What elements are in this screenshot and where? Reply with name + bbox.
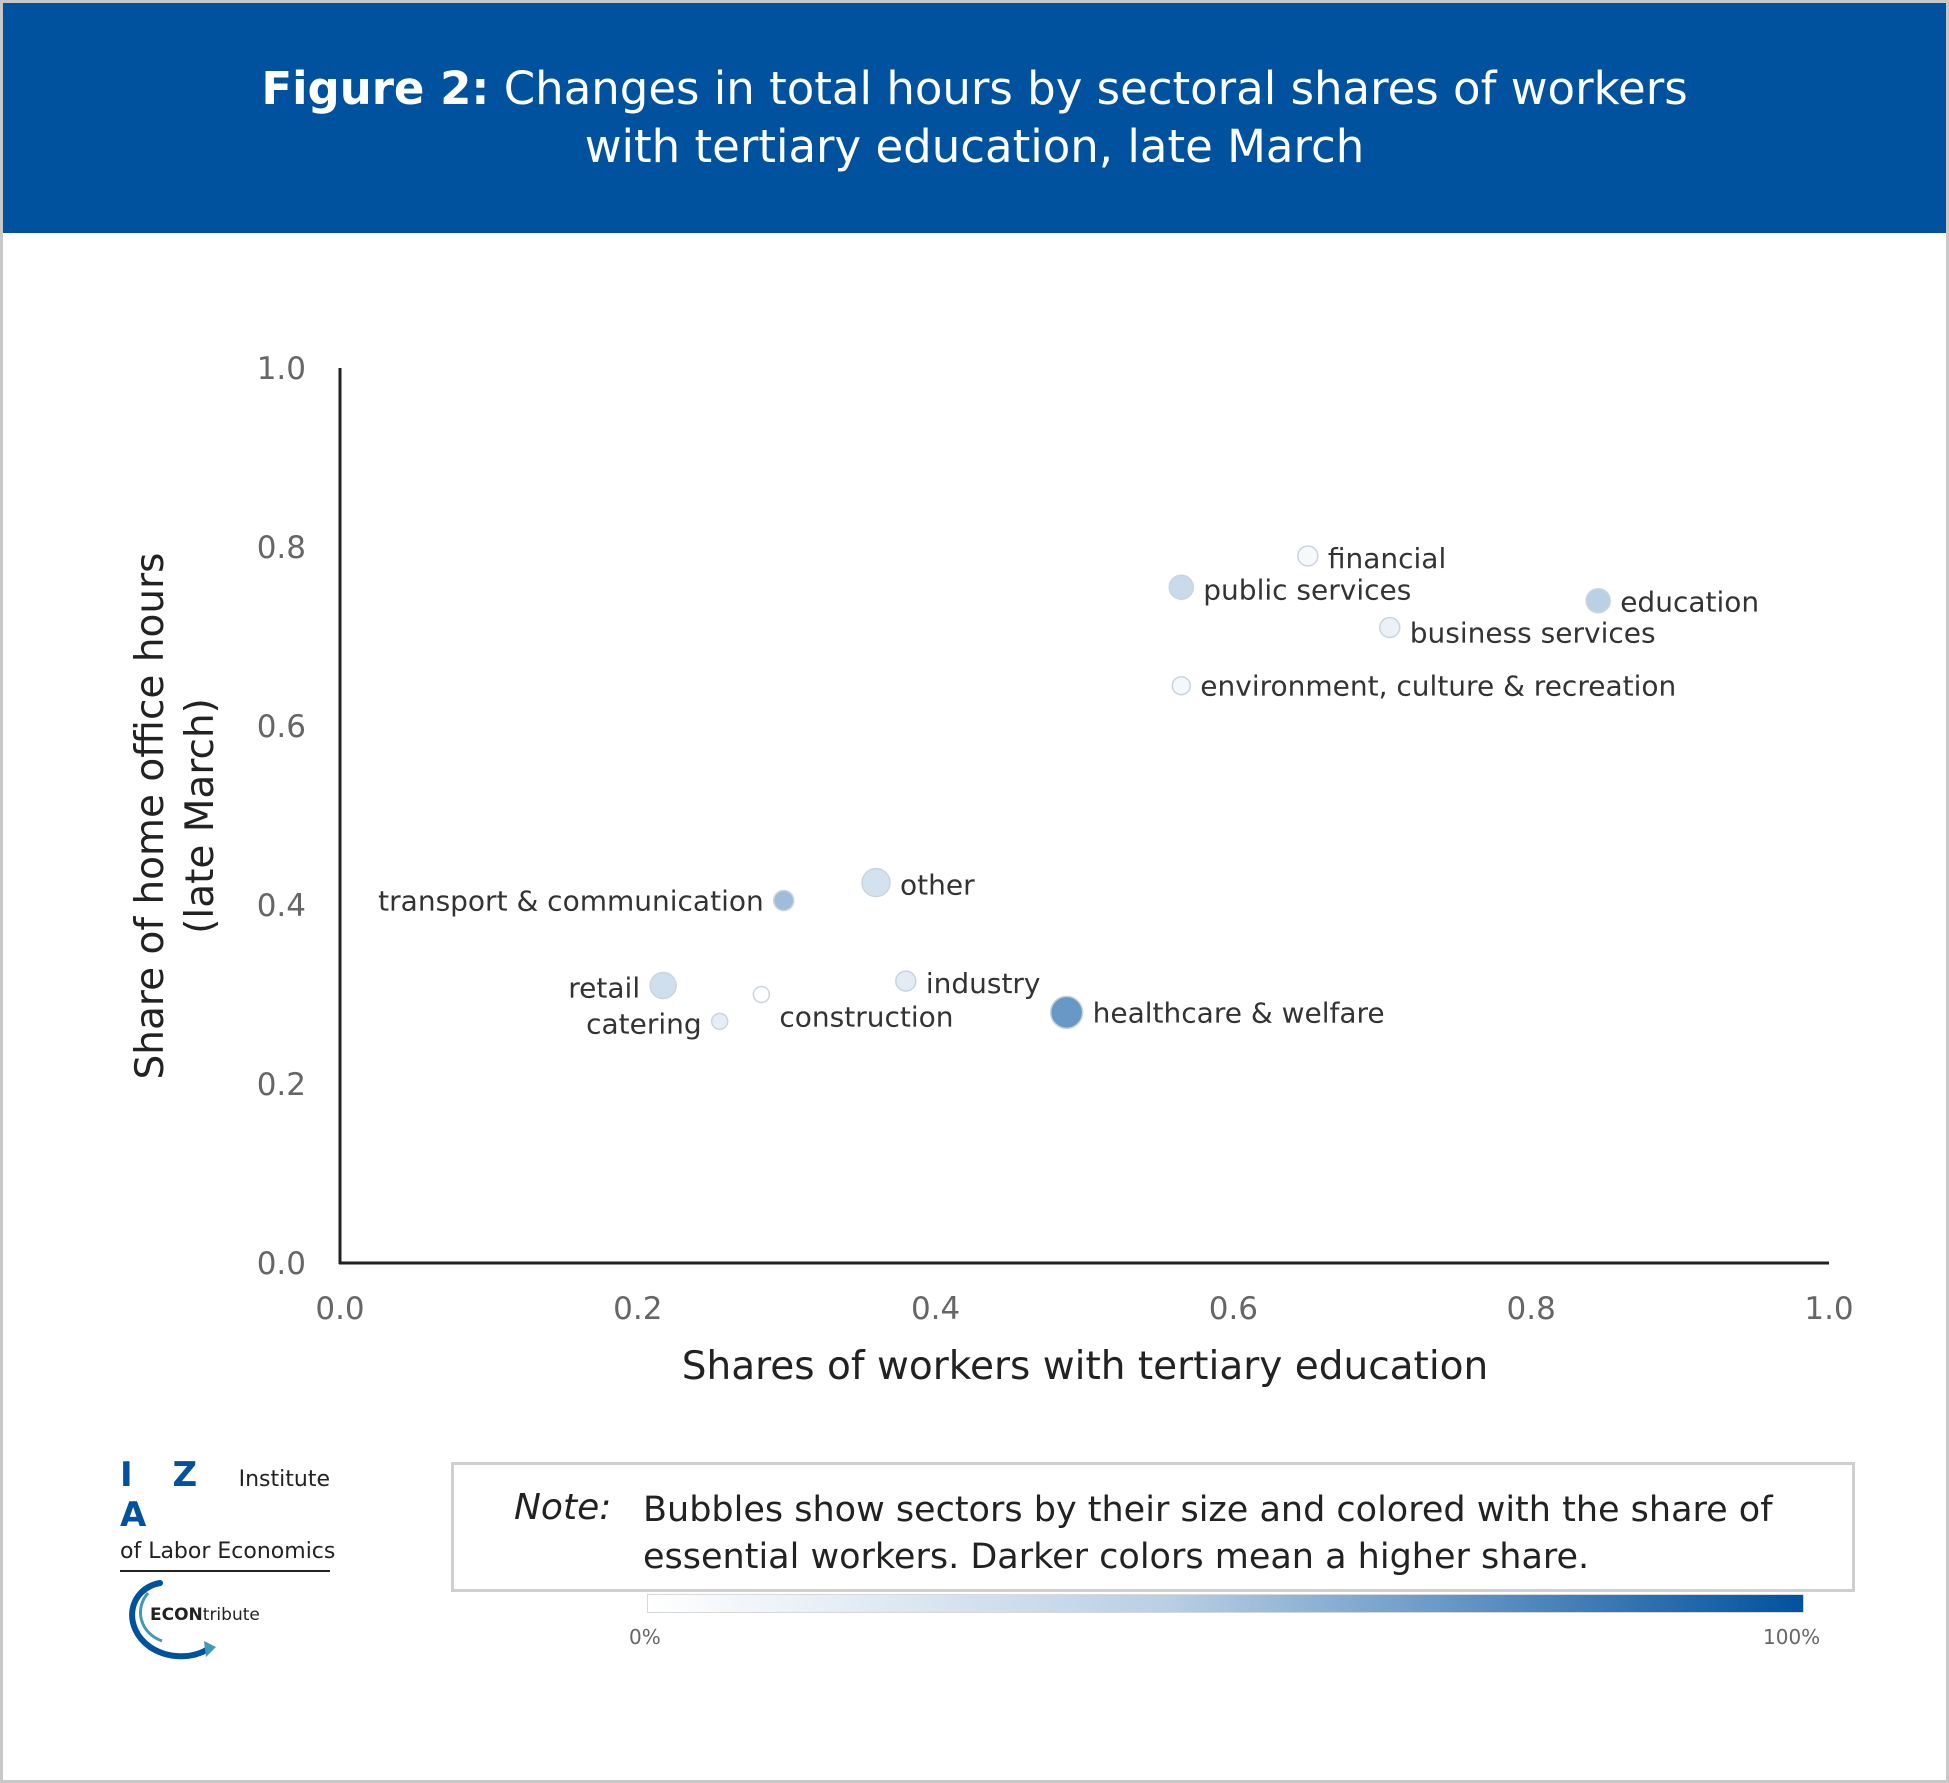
bubble-healthcare-welfare xyxy=(1049,995,1084,1030)
scatter-chart: 0.0 0.2 0.4 0.6 0.8 1.0 0.0 0.2 0.4 0.6 0.8 1.0 fi… xyxy=(128,351,1854,1389)
bubble-label-public-services: public services xyxy=(1203,573,1411,606)
x-tick-label-3: 0.6 xyxy=(1209,1291,1258,1327)
bubble-other xyxy=(861,867,891,898)
y-tick-label-2: 0.4 xyxy=(257,888,306,924)
y-axis-title-line-1: Share of home office hours xyxy=(128,553,173,1080)
bubble-transport-communication xyxy=(772,889,795,912)
econtribute-logo-text: ECONtribute xyxy=(150,1605,260,1625)
y-tick-label-0: 0.0 xyxy=(257,1246,306,1282)
bubble-catering xyxy=(710,1012,729,1031)
bubble-label-construction: construction xyxy=(779,1001,953,1034)
x-tick-label-2: 0.4 xyxy=(911,1291,960,1327)
econtribute-logo: ECONtribute xyxy=(120,1575,270,1665)
note-box: Note: Bubbles show sectors by their size… xyxy=(451,1462,1855,1649)
bubble-label-business-services: business services xyxy=(1410,617,1656,650)
figure-header: Figure 2: Changes in total hours by sect… xyxy=(3,3,1946,233)
y-tick-label-3: 0.6 xyxy=(257,709,306,745)
x-tick-label-0: 0.0 xyxy=(315,1291,364,1327)
bubble-financial xyxy=(1297,545,1319,567)
note-label: Note: xyxy=(514,1487,612,1528)
econtribute-swoosh-icon xyxy=(129,1580,216,1660)
bubble-label-retail: retail xyxy=(568,972,640,1005)
bubble-education xyxy=(1585,587,1611,614)
bubble-label-industry: industry xyxy=(926,967,1041,1000)
figure-title-line-2: with tertiary education, late March xyxy=(584,120,1365,173)
x-tick-label-1: 0.2 xyxy=(613,1291,662,1327)
x-tick-label-5: 1.0 xyxy=(1804,1291,1853,1327)
bubble-label-education: education xyxy=(1620,586,1759,619)
iza-logo-word: Institute xyxy=(238,1467,330,1492)
note-text: Bubbles show sectors by their size and c… xyxy=(643,1490,1773,1577)
x-axis-ticks: 0.0 0.2 0.4 0.6 0.8 1.0 xyxy=(315,1291,1853,1327)
figure-number: Figure 2: xyxy=(261,62,490,115)
y-tick-label-1: 0.2 xyxy=(257,1067,306,1103)
y-axis-title: Share of home office hours (late March) xyxy=(128,553,223,1080)
y-tick-label-4: 0.8 xyxy=(257,530,306,566)
color-scale-max-label: 100% xyxy=(1763,1625,1821,1649)
bubble-business-services xyxy=(1378,616,1401,639)
color-scale-bar xyxy=(647,1594,1804,1613)
figure-title-line-1: Figure 2: Changes in total hours by sect… xyxy=(261,60,1687,118)
bubble-label-environment-culture-recreation: environment, culture & recreation xyxy=(1200,670,1676,703)
bubble-industry xyxy=(895,970,917,992)
bubble-label-financial: financial xyxy=(1328,542,1446,575)
bubble-label-transport-communication: transport & communication xyxy=(378,885,764,918)
iza-logo-subtitle: of Labor Economics xyxy=(120,1539,335,1572)
iza-logo-letters: I Z A xyxy=(120,1455,212,1535)
econtribute-logo-rest: tribute xyxy=(202,1605,260,1625)
bubble-label-other: other xyxy=(900,869,975,902)
y-axis-title-line-2: (late March) xyxy=(178,698,223,934)
bubble-construction xyxy=(752,985,771,1004)
y-tick-label-5: 1.0 xyxy=(257,351,306,387)
figure-title-text-1: Changes in total hours by sectoral share… xyxy=(503,62,1688,115)
iza-logo: I Z A Institute of Labor Economics xyxy=(120,1455,335,1572)
bubble-label-healthcare-welfare: healthcare & welfare xyxy=(1093,996,1385,1029)
x-tick-label-4: 0.8 xyxy=(1507,1291,1556,1327)
bubble-public-services xyxy=(1168,574,1195,601)
color-scale-min-label: 0% xyxy=(629,1625,661,1649)
x-axis-title: Shares of workers with tertiary educatio… xyxy=(682,1344,1489,1389)
econtribute-logo-bold: ECON xyxy=(150,1605,203,1625)
y-axis-ticks: 0.0 0.2 0.4 0.6 0.8 1.0 xyxy=(257,351,306,1282)
bubble-retail xyxy=(649,971,677,1000)
bubble-environment-culture-recreation xyxy=(1171,675,1192,696)
bubble-label-catering: catering xyxy=(586,1007,702,1040)
